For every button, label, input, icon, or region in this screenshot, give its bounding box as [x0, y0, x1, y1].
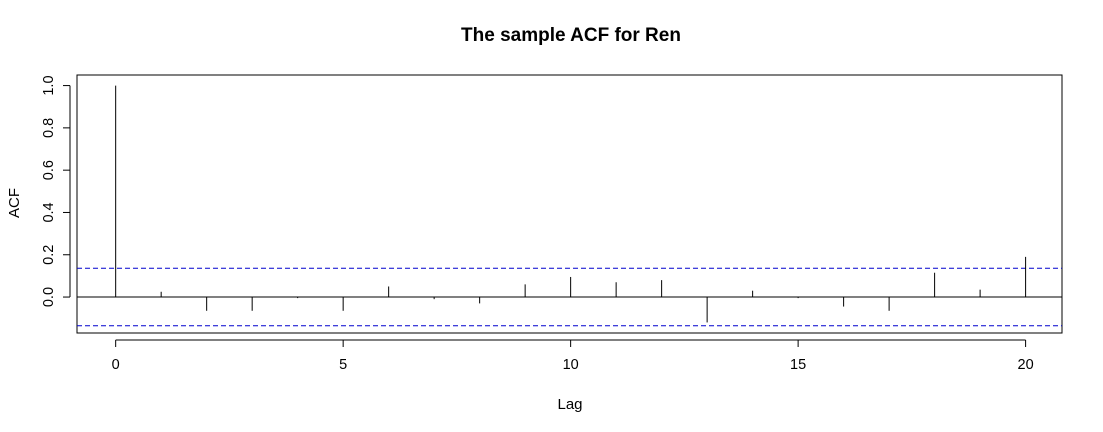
x-tick-label: 0 [112, 357, 120, 373]
y-tick-label: 0.6 [41, 160, 57, 180]
y-tick-label: 0.4 [41, 202, 57, 222]
x-axis-label: Lag [557, 396, 582, 413]
y-axis-label: ACF [6, 188, 23, 218]
plot-frame [76, 74, 1063, 334]
y-tick-label: 0.8 [41, 118, 57, 138]
x-tick-label: 5 [339, 357, 347, 373]
y-tick-label: 0.2 [41, 245, 57, 265]
x-tick-label: 15 [790, 357, 806, 373]
x-tick-label: 10 [563, 357, 579, 373]
x-tick-label: 20 [1018, 357, 1034, 373]
confidence-bounds [77, 267, 1062, 327]
y-axis: 0.0 0.2 0.4 0.6 0.8 1.0 [41, 75, 71, 307]
chart-title: The sample ACF for Ren [461, 25, 681, 46]
x-axis: 0 5 10 15 20 [112, 339, 1034, 373]
acf-stems [115, 85, 1027, 323]
y-tick-label: 0.0 [41, 287, 57, 307]
y-tick-label: 1.0 [41, 75, 57, 95]
